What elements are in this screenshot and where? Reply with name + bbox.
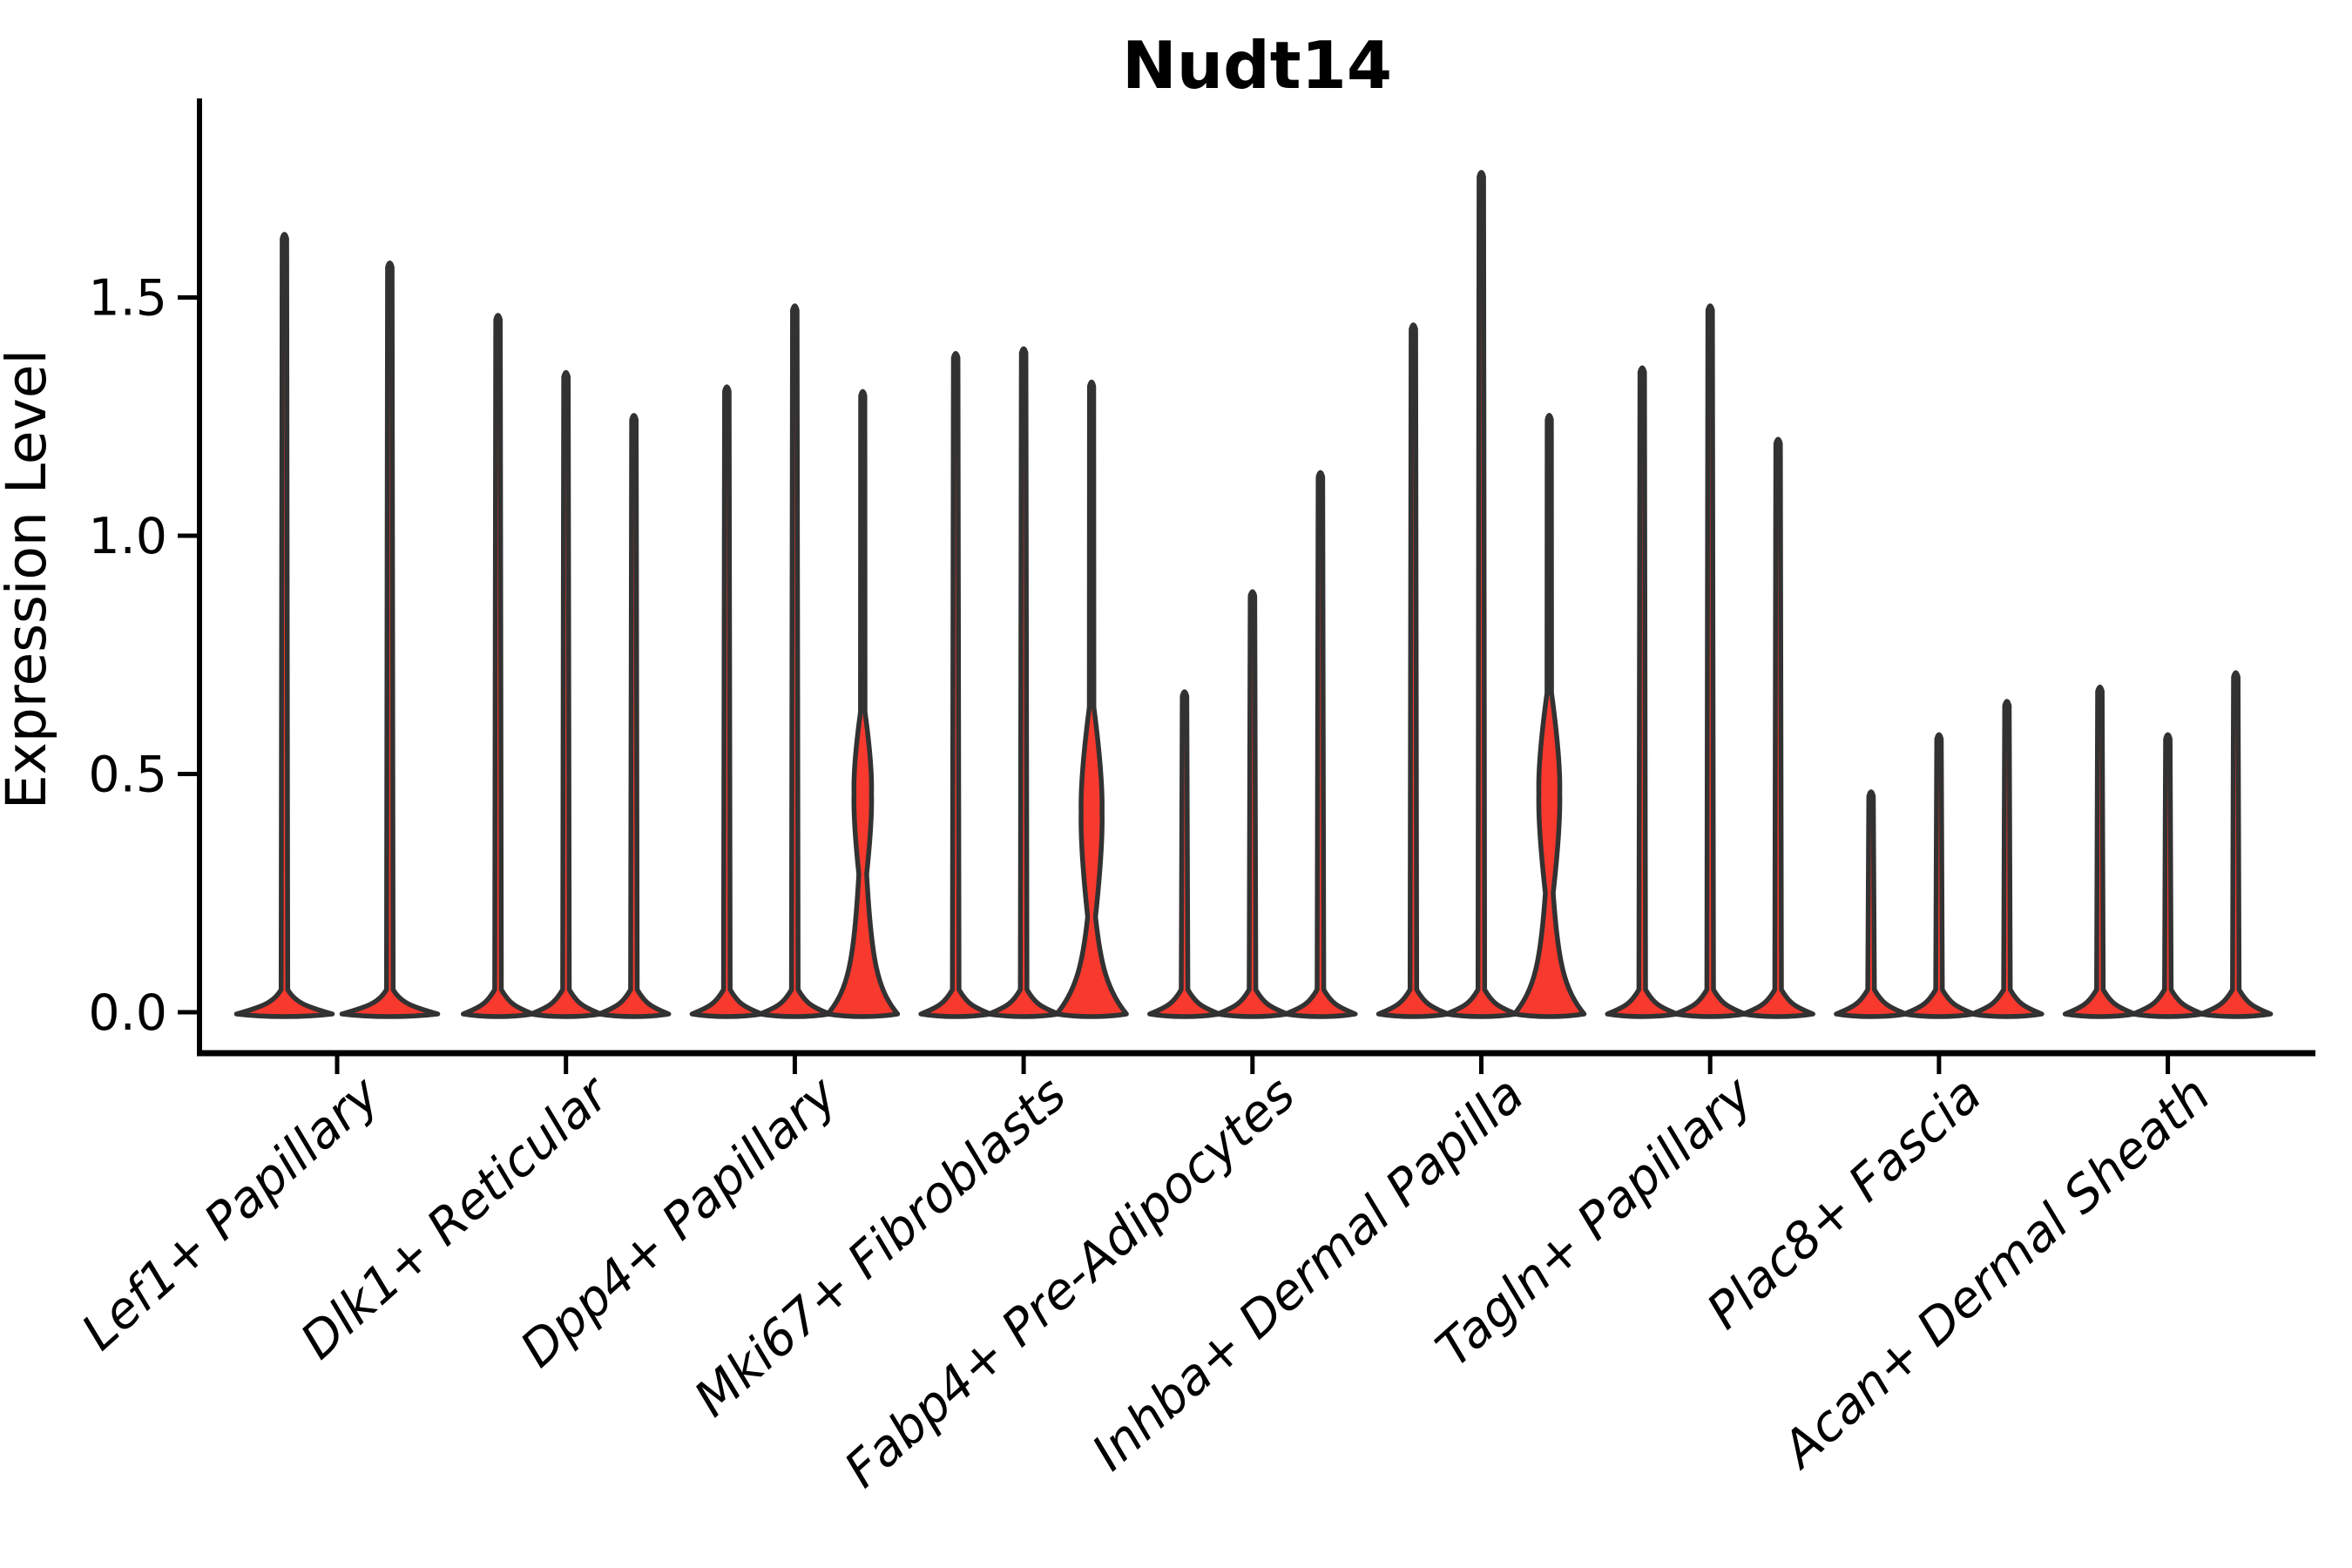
violin-plac8-fascia-3 xyxy=(1970,699,2044,1019)
violin-plac8-fascia-2 xyxy=(1902,732,1977,1019)
chart-title: Nudt14 xyxy=(1122,27,1392,104)
x-tick-label-mki67-fibroblasts: Mki67+ Fibroblasts xyxy=(684,1065,1078,1428)
violin-inhba-dermal-papilla-2 xyxy=(1443,170,1519,1019)
violin-fabp4-pre-adipocytes-3 xyxy=(1283,470,1358,1019)
x-tick-label-acan-dermal-sheath: Acan+ Dermal Sheath xyxy=(1769,1065,2221,1481)
violin-lef1-papillary-1 xyxy=(233,232,335,1019)
y-tick-label: 1.0 xyxy=(88,508,167,565)
violin-acan-dermal-sheath-2 xyxy=(2130,732,2206,1019)
violin-plac8-fascia-1 xyxy=(1834,789,1909,1019)
violin-inhba-dermal-papilla-3 xyxy=(1511,413,1587,1019)
y-tick-label: 1.5 xyxy=(88,270,167,328)
violin-mki67-fibroblasts-3 xyxy=(1054,379,1129,1019)
x-tick-label-inhba-dermal-papilla: Inhba+ Dermal Papilla xyxy=(1082,1065,1535,1482)
axes-layer xyxy=(178,98,2315,1074)
y-tick-label: 0.5 xyxy=(88,747,167,804)
violin-dlk1-reticular-2 xyxy=(528,369,604,1019)
violin-tagln-papillary-1 xyxy=(1605,365,1680,1019)
violin-inhba-dermal-papilla-1 xyxy=(1375,322,1451,1019)
violin-tagln-papillary-3 xyxy=(1740,436,1815,1019)
violin-acan-dermal-sheath-1 xyxy=(2062,684,2138,1019)
violin-dpp4-papillary-3 xyxy=(825,389,901,1019)
violin-mki67-fibroblasts-2 xyxy=(986,346,1061,1019)
violin-fabp4-pre-adipocytes-1 xyxy=(1147,689,1222,1019)
violin-fabp4-pre-adipocytes-2 xyxy=(1215,589,1290,1019)
y-tick-label: 0.0 xyxy=(88,984,167,1042)
violin-tagln-papillary-2 xyxy=(1673,303,1747,1019)
violin-dpp4-papillary-1 xyxy=(689,384,765,1019)
violin-lef1-papillary-2 xyxy=(339,260,441,1019)
x-tick-label-fabp4-pre-adipocytes: Fabp4+ Pre-Adipocytes xyxy=(834,1065,1306,1498)
y-axis-label: Expression Level xyxy=(0,349,58,809)
violin-acan-dermal-sheath-3 xyxy=(2198,670,2274,1019)
violin-dlk1-reticular-1 xyxy=(460,313,536,1019)
violin-dlk1-reticular-3 xyxy=(596,413,672,1019)
violins-layer xyxy=(233,170,2274,1019)
violin-dpp4-papillary-2 xyxy=(757,303,833,1019)
violin-mki67-fibroblasts-1 xyxy=(918,350,993,1019)
